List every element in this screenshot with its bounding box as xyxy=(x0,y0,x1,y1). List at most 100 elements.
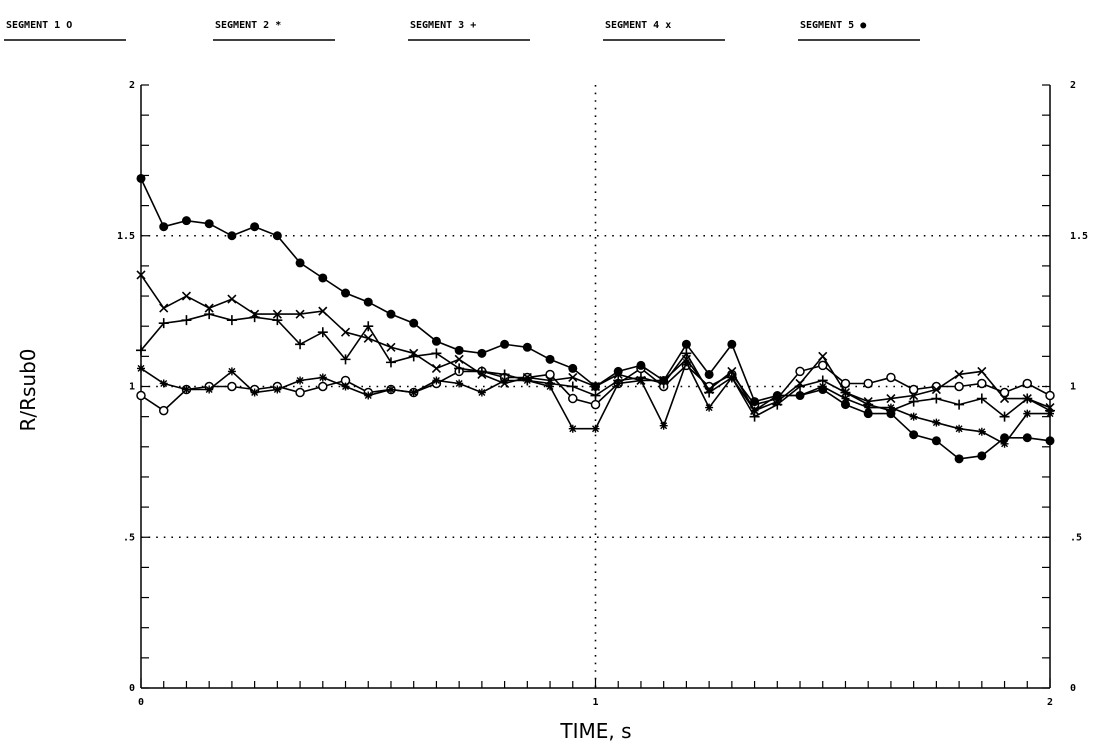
data-point-asterisk xyxy=(909,412,918,421)
data-point-circle xyxy=(999,387,1010,398)
data-point-x xyxy=(704,384,714,395)
data-point-plus xyxy=(158,318,169,329)
data-point-filled-circle xyxy=(1000,433,1010,443)
data-point-filled-circle xyxy=(250,222,260,232)
data-point-x xyxy=(159,303,169,313)
data-point-filled-circle xyxy=(613,366,623,376)
data-point-filled-circle xyxy=(295,258,305,268)
data-point-x xyxy=(1022,393,1032,404)
data-point-x xyxy=(545,375,555,386)
data-point-plus xyxy=(454,363,465,374)
x-tick-label: 2 xyxy=(1047,697,1053,708)
data-point-circle xyxy=(840,378,851,389)
data-point-x xyxy=(250,309,260,319)
data-point-x xyxy=(136,270,146,280)
data-point-asterisk xyxy=(955,424,964,433)
data-point-asterisk xyxy=(205,385,214,394)
data-point-plus xyxy=(999,411,1010,422)
data-point-plus xyxy=(295,339,306,350)
x-axis-title: TIME, s xyxy=(559,719,631,743)
data-point-plus xyxy=(590,390,601,401)
data-point-circle xyxy=(545,369,555,380)
data-point-circle xyxy=(863,378,873,389)
data-point-plus xyxy=(613,375,624,386)
y-axis-title: R/Rsub0 xyxy=(16,348,40,431)
legend-label: SEGMENT 2 * xyxy=(215,20,281,31)
data-point-x xyxy=(500,378,510,389)
data-point-filled-circle xyxy=(568,363,578,373)
data-point-x xyxy=(318,306,328,316)
data-point-circle xyxy=(908,384,919,395)
data-point-circle xyxy=(227,381,237,392)
data-point-x xyxy=(954,369,964,380)
data-point-filled-circle xyxy=(454,345,464,355)
y-tick-label-left: 0 xyxy=(129,683,135,694)
data-point-filled-circle xyxy=(727,339,737,349)
data-point-filled-circle xyxy=(681,339,691,349)
data-point-x xyxy=(727,366,737,376)
data-point-x xyxy=(272,309,282,319)
data-point-asterisk xyxy=(137,364,145,373)
data-point-asterisk xyxy=(296,376,305,385)
data-point-filled-circle xyxy=(136,173,146,183)
data-point-plus xyxy=(499,369,510,380)
data-point-asterisk xyxy=(364,391,373,400)
data-point-x xyxy=(204,303,214,313)
data-point-asterisk xyxy=(932,418,941,427)
data-point-filled-circle xyxy=(409,318,419,328)
data-point-filled-circle xyxy=(204,219,214,229)
x-tick-label: 0 xyxy=(138,697,144,708)
data-point-asterisk xyxy=(705,403,714,412)
data-point-x xyxy=(477,369,487,380)
data-point-x xyxy=(681,354,691,364)
y-tick-label-left: 1.5 xyxy=(117,231,135,242)
data-point-filled-circle xyxy=(772,391,782,401)
y-tick-label-right: 2 xyxy=(1070,80,1076,91)
data-point-plus xyxy=(340,354,351,365)
legend-label: SEGMENT 3 + xyxy=(410,20,476,31)
data-point-filled-circle xyxy=(386,309,396,319)
data-point-plus xyxy=(931,393,942,404)
data-point-plus xyxy=(363,321,374,332)
data-point-plus xyxy=(749,411,760,422)
data-point-x xyxy=(863,397,873,407)
data-point-x xyxy=(227,294,237,304)
data-point-x xyxy=(454,354,464,364)
data-point-x xyxy=(431,363,441,373)
data-point-filled-circle xyxy=(818,385,828,395)
ticks: 0 .5 1 1.5 2 0 .5 1 1.5 2 0 1 2 xyxy=(117,80,1088,708)
data-point-filled-circle xyxy=(886,409,896,419)
data-point-x xyxy=(999,393,1010,404)
data-point-x xyxy=(409,348,419,358)
data-point-plus xyxy=(431,348,442,359)
data-point-plus xyxy=(908,396,919,407)
x-tick-label: 1 xyxy=(592,697,598,708)
data-point-asterisk xyxy=(455,379,464,388)
data-point-filled-circle xyxy=(931,436,941,446)
legend: SEGMENT 1 O SEGMENT 2 * SEGMENT 3 + SEGMENT… xyxy=(4,20,920,41)
data-point-plus xyxy=(976,393,987,404)
data-point-asterisk xyxy=(227,367,236,376)
data-point-circle xyxy=(590,399,601,410)
data-point-circle xyxy=(954,381,964,392)
data-point-filled-circle xyxy=(591,382,600,391)
data-point-circle xyxy=(318,381,328,392)
data-point-filled-circle xyxy=(750,397,760,407)
data-point-filled-circle xyxy=(500,339,510,349)
data-point-asterisk xyxy=(159,379,168,388)
data-point-filled-circle xyxy=(954,454,964,464)
data-point-x xyxy=(840,387,851,398)
data-point-filled-circle xyxy=(659,375,669,385)
data-point-asterisk xyxy=(682,358,691,367)
data-point-x xyxy=(1045,403,1055,413)
data-point-x xyxy=(750,406,760,416)
data-point-filled-circle xyxy=(227,231,237,241)
legend-label: SEGMENT 4 x xyxy=(605,20,671,31)
data-point-filled-circle xyxy=(909,430,919,440)
data-point-x xyxy=(340,327,351,337)
data-point-plus xyxy=(136,345,146,356)
data-point-plus xyxy=(272,315,283,326)
data-point-asterisk xyxy=(341,382,350,391)
legend-label: SEGMENT 1 O xyxy=(6,20,72,31)
